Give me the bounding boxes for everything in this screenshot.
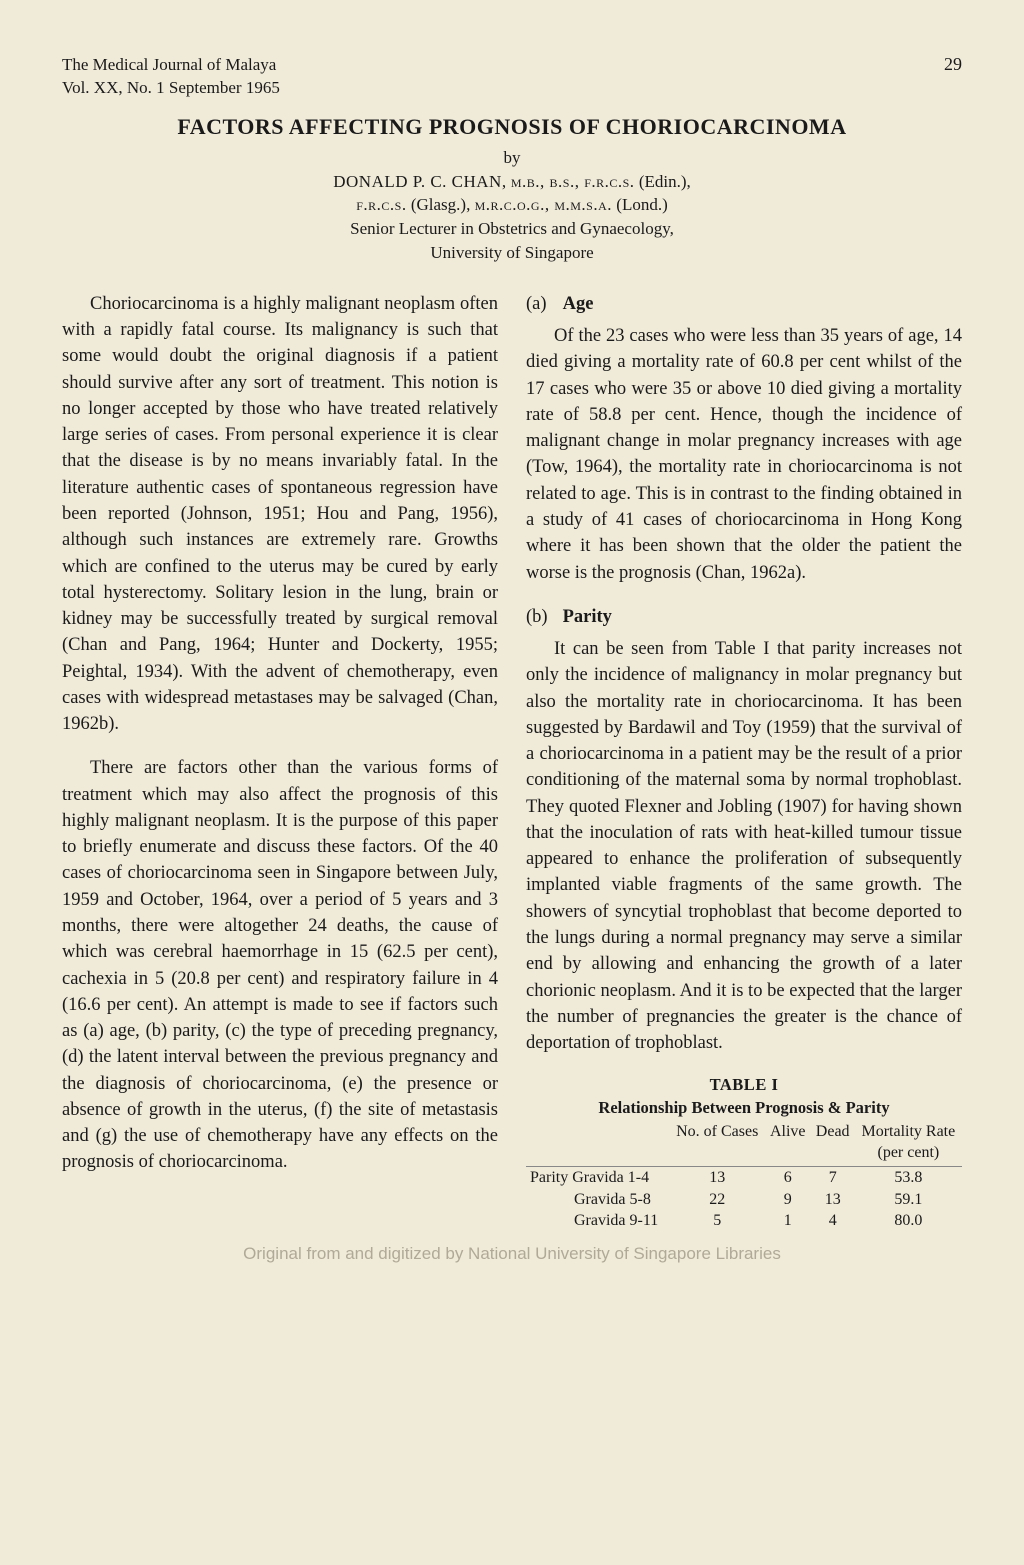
- paragraph: There are factors other than the various…: [62, 755, 498, 1175]
- table-row: Gravida 9-11 5 1 4 80.0: [526, 1210, 962, 1232]
- cell-rate: 53.8: [855, 1167, 962, 1189]
- by-word: by: [62, 146, 962, 170]
- table-header-row-2: (per cent): [526, 1142, 962, 1166]
- author-line: DONALD P. C. CHAN, m.b., b.s., f.r.c.s. …: [62, 170, 962, 194]
- paragraph: Choriocarcinoma is a highly malignant ne…: [62, 291, 498, 738]
- row-label: Gravida 5-8: [526, 1189, 670, 1211]
- cell-alive: 1: [765, 1210, 811, 1232]
- cell-dead: 4: [811, 1210, 855, 1232]
- credentials-line-2: f.r.c.s. (Glasg.), m.r.c.o.g., m.m.s.a. …: [62, 193, 962, 217]
- col-header-dead: Dead: [811, 1121, 855, 1143]
- cell-dead: 7: [811, 1167, 855, 1189]
- paragraph: Of the 23 cases who were less than 35 ye…: [526, 323, 962, 586]
- col-header-mortality: Mortality Rate: [855, 1121, 962, 1143]
- cell-alive: 9: [765, 1189, 811, 1211]
- journal-info: The Medical Journal of Malaya Vol. XX, N…: [62, 54, 280, 100]
- col-header-cases: No. of Cases: [670, 1121, 765, 1143]
- cell-dead: 13: [811, 1189, 855, 1211]
- cell-cases: 22: [670, 1189, 765, 1211]
- table-header-row: No. of Cases Alive Dead Mortality Rate: [526, 1121, 962, 1143]
- credentials-2-mid: (Glasg.),: [407, 195, 475, 214]
- body-columns: Choriocarcinoma is a highly malignant ne…: [62, 291, 962, 1232]
- journal-title: The Medical Journal of Malaya: [62, 54, 280, 77]
- credentials-2a: f.r.c.s.: [356, 195, 406, 214]
- affiliation-2: University of Singapore: [62, 241, 962, 265]
- article-title: FACTORS AFFECTING PROGNOSIS OF CHORIOCAR…: [62, 114, 962, 140]
- page: The Medical Journal of Malaya Vol. XX, N…: [0, 0, 1024, 1294]
- digitization-footer: Original from and digitized by National …: [62, 1244, 962, 1264]
- col-header-alive: Alive: [765, 1121, 811, 1143]
- table-title: TABLE I: [526, 1074, 962, 1096]
- cell-cases: 13: [670, 1167, 765, 1189]
- credentials-2b: m.r.c.o.g., m.m.s.a.: [475, 195, 612, 214]
- author-name: DONALD P. C. CHAN,: [333, 172, 506, 191]
- left-column: Choriocarcinoma is a highly malignant ne…: [62, 291, 498, 1232]
- cell-rate: 80.0: [855, 1210, 962, 1232]
- row-label: Gravida 9-11: [526, 1210, 670, 1232]
- page-number: 29: [944, 54, 962, 75]
- section-tag: (b): [526, 604, 558, 630]
- affiliation-1: Senior Lecturer in Obstetrics and Gynaec…: [62, 217, 962, 241]
- table-subtitle: Relationship Between Prognosis & Parity: [526, 1097, 962, 1119]
- journal-issue: Vol. XX, No. 1 September 1965: [62, 77, 280, 100]
- right-column: (a) Age Of the 23 cases who were less th…: [526, 291, 962, 1232]
- row-label: Parity Gravida 1-4: [526, 1167, 670, 1189]
- table-row: Gravida 5-8 22 9 13 59.1: [526, 1189, 962, 1211]
- section-label: Age: [563, 294, 594, 314]
- credentials-2-tail: (Lond.): [612, 195, 668, 214]
- credentials-1: m.b., b.s., f.r.c.s.: [511, 172, 635, 191]
- section-heading-parity: (b) Parity: [526, 604, 962, 630]
- header-row: The Medical Journal of Malaya Vol. XX, N…: [62, 54, 962, 100]
- cell-alive: 6: [765, 1167, 811, 1189]
- byline: by DONALD P. C. CHAN, m.b., b.s., f.r.c.…: [62, 146, 962, 265]
- table-1: TABLE I Relationship Between Prognosis &…: [526, 1074, 962, 1232]
- cell-rate: 59.1: [855, 1189, 962, 1211]
- credentials-1-tail: (Edin.),: [635, 172, 691, 191]
- section-label: Parity: [563, 607, 612, 627]
- paragraph: It can be seen from Table I that parity …: [526, 636, 962, 1056]
- section-heading-age: (a) Age: [526, 291, 962, 317]
- cell-cases: 5: [670, 1210, 765, 1232]
- section-tag: (a): [526, 291, 558, 317]
- table-data: No. of Cases Alive Dead Mortality Rate (…: [526, 1121, 962, 1232]
- col-header-percent: (per cent): [855, 1142, 962, 1166]
- table-row: Parity Gravida 1-4 13 6 7 53.8: [526, 1167, 962, 1189]
